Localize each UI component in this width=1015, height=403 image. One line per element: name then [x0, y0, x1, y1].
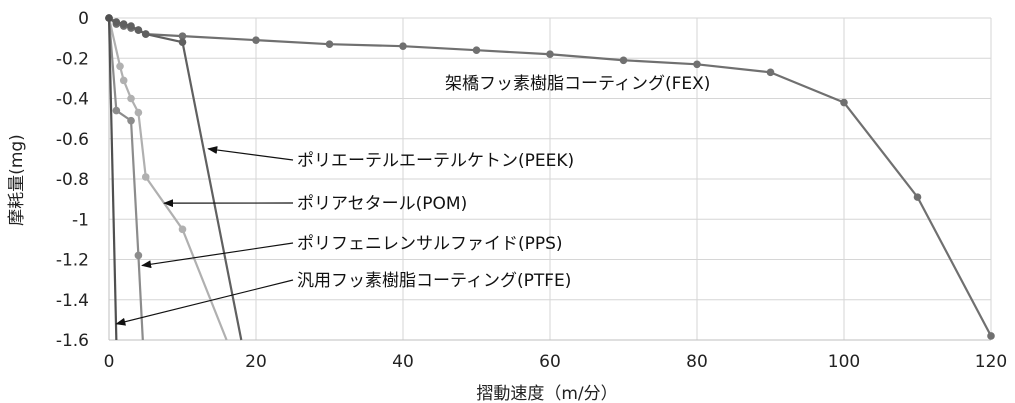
x-tick-label: 20	[245, 352, 267, 372]
x-tick-label: 0	[104, 352, 115, 372]
series-group	[105, 14, 243, 341]
annotation-arrow	[141, 242, 294, 269]
x-tick-label: 40	[392, 352, 414, 372]
data-point	[116, 62, 124, 71]
series-group	[105, 14, 118, 341]
data-point	[134, 108, 143, 117]
x-axis-title: 摺動速度（m/分）	[476, 384, 617, 403]
annotation-label: 汎用フッ素樹脂コーティング(PTFE)	[297, 271, 571, 291]
y-tick-label: -0.6	[56, 130, 89, 150]
data-point	[987, 332, 995, 340]
data-point	[127, 22, 135, 30]
data-point	[178, 38, 187, 46]
annotation-arrow	[115, 279, 294, 326]
data-point	[119, 20, 128, 28]
y-tick-label: 0	[78, 9, 89, 29]
data-point	[840, 98, 848, 107]
data-point	[693, 60, 701, 69]
data-point	[134, 251, 143, 260]
x-tick-label: 100	[828, 352, 860, 372]
y-tick-label: -0.4	[56, 90, 89, 110]
data-point	[766, 68, 775, 77]
annotation-arrow	[207, 146, 294, 161]
y-axis-title: 摩耗量(mg)	[7, 134, 27, 226]
y-tick-label: -1.6	[56, 331, 89, 351]
annotation-label: ポリフェニレンサルファイド(PPS)	[297, 234, 563, 254]
annotation-label: ポリアセタール(POM)	[297, 194, 467, 214]
data-point	[119, 76, 128, 85]
series-line	[107, 17, 118, 341]
data-point	[127, 94, 135, 103]
data-point	[546, 50, 554, 59]
data-point	[141, 173, 150, 181]
y-tick-label: -1	[72, 210, 89, 230]
data-point	[178, 225, 187, 234]
x-tick-label: 80	[686, 352, 708, 372]
data-point	[141, 30, 150, 38]
data-point	[112, 18, 121, 26]
data-point	[252, 36, 260, 44]
data-point	[105, 14, 113, 22]
annotation-label: ポリエーテルエーテルケトン(PEEK)	[297, 151, 574, 171]
y-tick-label: -0.2	[56, 49, 89, 69]
annotation-label: 架橋フッ素樹脂コーティング(FEX)	[445, 74, 710, 94]
data-point	[325, 40, 334, 48]
data-point	[399, 42, 407, 50]
data-point	[472, 46, 481, 54]
data-point	[127, 116, 135, 125]
x-tick-label: 60	[539, 352, 561, 372]
y-tick-label: -1.4	[56, 291, 89, 311]
y-tick-label: -1.2	[56, 251, 89, 271]
data-point	[913, 193, 922, 201]
axes: 0 -0.2 -0.4 -0.6 -0.8 -1 -1.2 -1.4 -1.6 0 20 40 60 80…	[56, 9, 1007, 372]
data-point	[619, 56, 628, 65]
data-point	[178, 32, 187, 40]
data-point	[112, 106, 121, 115]
data-point	[134, 26, 143, 34]
annotations: 架橋フッ素樹脂コーティング(FEX) ポリエーテルエーテルケトン(PEEK) ポリア…	[115, 74, 710, 326]
series-layer	[105, 14, 995, 341]
x-tick-label: 120	[975, 352, 1007, 372]
y-tick-label: -0.8	[56, 170, 89, 190]
grid	[108, 17, 992, 341]
